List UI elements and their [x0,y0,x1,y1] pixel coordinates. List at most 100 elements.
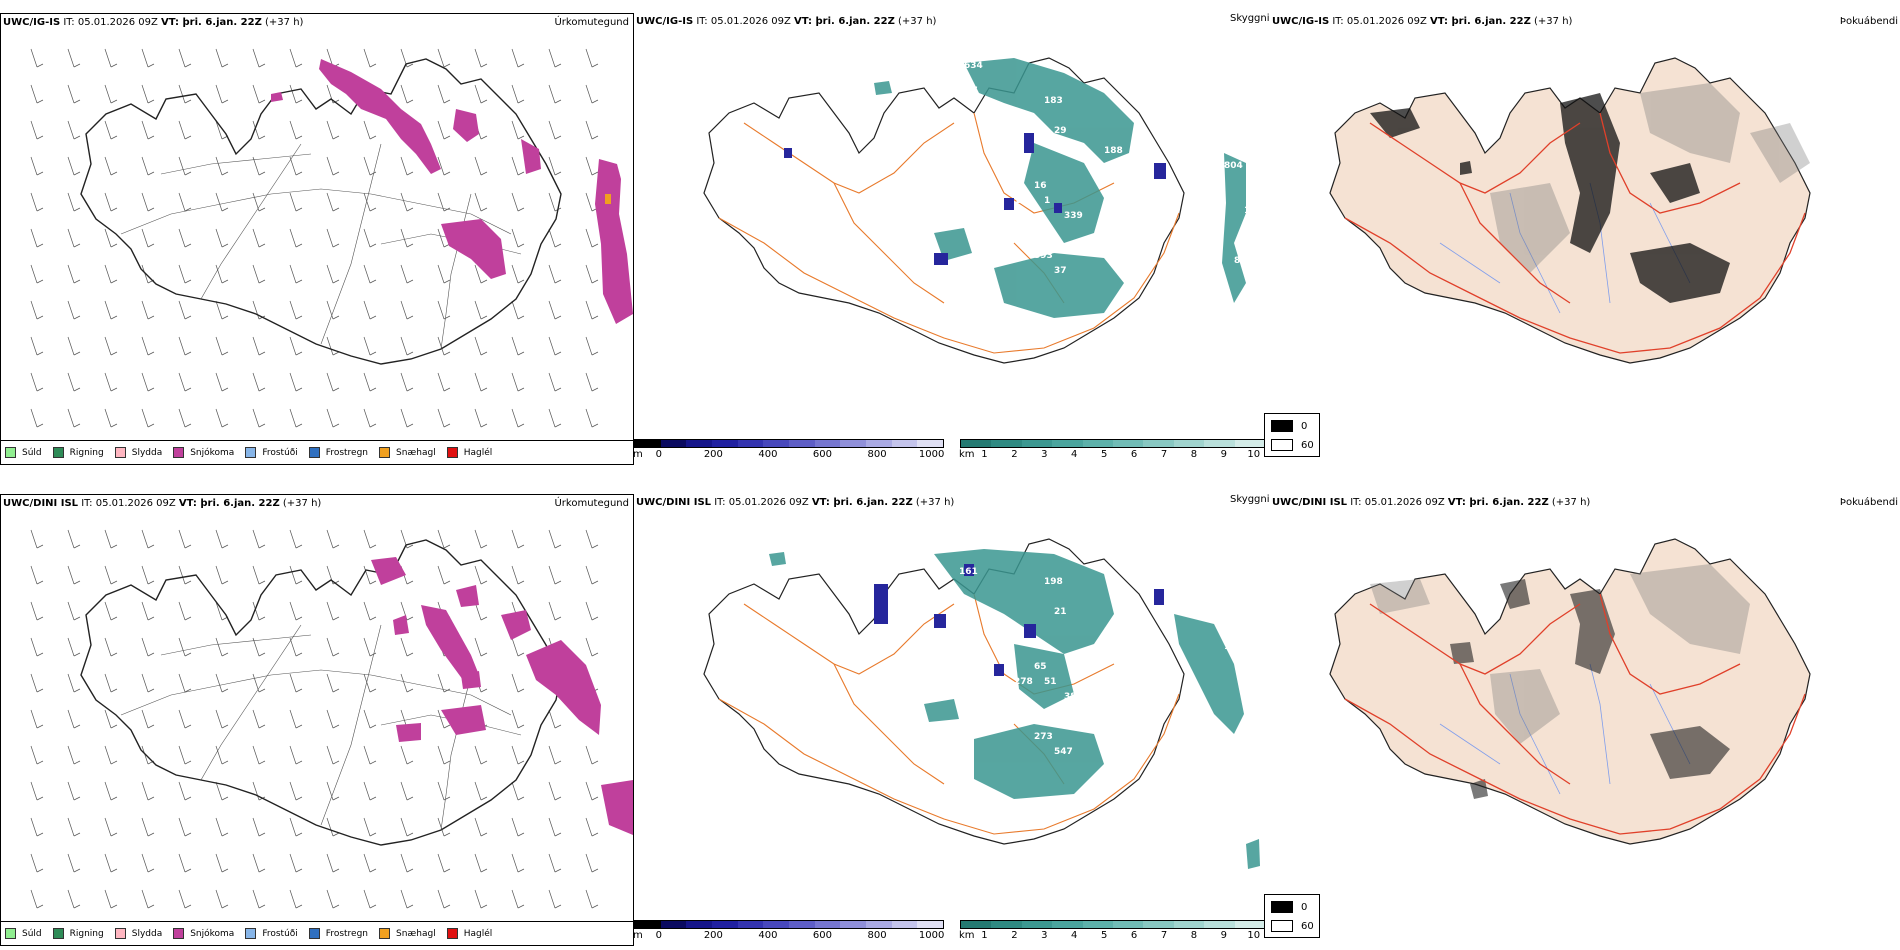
wind-barb [511,565,525,585]
ceiling-value-label: 18 [994,166,1007,176]
colorbar-cell [917,921,944,928]
wind-barb [289,637,303,657]
visibility-colorbar: 1 2 3 4 5 6 7 8 9 10 km [959,439,1266,460]
wind-barb [252,709,266,729]
wind-barb [141,84,155,104]
wind-barb [215,372,229,392]
ceiling-value-label: 892 [1234,256,1253,266]
wind-barb [215,529,229,549]
wind-barb [400,637,414,657]
wind-barb [141,637,155,657]
wind-barb [215,192,229,212]
legend-item-snjokoma: Snjókoma [173,447,234,458]
wind-barb [252,817,266,837]
wind-barb [104,673,118,693]
wind-barb [67,745,81,765]
wind-barb [30,673,44,693]
wind-barb [67,264,81,284]
wind-barb [585,637,599,657]
wind-barb [252,601,266,621]
wind-barb [104,372,118,392]
colorbar-cell [1021,440,1053,447]
colorbar-tick: 1 [981,449,988,460]
wind-barb [548,853,562,873]
wind-barb [585,817,599,837]
wind-barb [178,408,192,428]
wind-barbs [30,48,599,428]
wind-barb [67,637,81,657]
wind-barb [585,781,599,801]
wind-barb [215,228,229,248]
wind-barb [289,408,303,428]
ceiling-value-label: 278 [1014,677,1033,687]
wind-barb [67,889,81,909]
legend-item-frostregn: Frostregn [308,447,368,458]
ceiling-value-label: 634 [964,61,983,71]
ceiling-value-label: 92 [799,131,812,141]
wind-barb [585,565,599,585]
colorbar-tick: 7 [1160,449,1168,460]
colorbar-cell [1204,921,1235,928]
colorbar-cell [991,921,1022,928]
wind-barb [67,673,81,693]
wind-barb [474,300,488,320]
wind-barb [215,853,229,873]
wind-barb [511,264,525,284]
wind-barb [363,601,377,621]
wind-barb [141,817,155,837]
wind-barb [437,889,451,909]
wind-barb [67,781,81,801]
valid-label: VT: [161,17,180,28]
wind-barb [252,264,266,284]
colorbar-tick: 800 [867,449,887,460]
wind-barb [30,889,44,909]
colorbar-tick: 3 [1041,449,1048,460]
wind-barb [178,192,192,212]
wind-barb [400,336,414,356]
wind-barb [104,745,118,765]
wind-barb [326,336,340,356]
wind-barb [67,817,81,837]
wind-barb [363,529,377,549]
fog-light-shading [1370,564,1750,744]
panel-header: UWC/DINI ISL IT: 05.01.2026 09Z VT: þri.… [1272,497,1591,508]
ceiling-value-label: 16 [1139,687,1152,697]
ceiling-visibility-panel: UWC/DINI ISL IT: 05.01.2026 09Z VT: þri.… [633,494,1270,946]
colorbar-cell [789,921,815,928]
wind-barb [30,120,44,140]
wind-barb [511,889,525,909]
wind-barb [215,565,229,585]
wind-barb [30,853,44,873]
wind-barb [363,853,377,873]
colorbar-tick: 10 [1247,930,1261,941]
wind-barb [30,300,44,320]
ceiling-value-label: 295 [1104,627,1123,637]
colorbar-tick: 5 [1100,449,1108,460]
precip-panel-title: Úrkomutegund [554,17,629,28]
wind-barb [141,372,155,392]
wind-barb [141,300,155,320]
precip-type-panel: UWC/DINI ISL IT: 05.01.2026 09Z VT: þri.… [0,494,634,946]
colorbar-cell [814,921,841,928]
wind-barb [178,120,192,140]
wind-barb [141,709,155,729]
wind-barb [289,709,303,729]
wind-barb [67,853,81,873]
wind-barb [511,709,525,729]
wind-barb [400,853,414,873]
wind-barb [363,48,377,68]
wind-barb [104,120,118,140]
wind-barb [326,529,340,549]
wind-barb [30,372,44,392]
wind-barb [363,817,377,837]
wind-barb [511,745,525,765]
fog-legend-clear: 60 [1271,439,1314,451]
wind-barb [289,565,303,585]
ceiling-value-label: 1 [1014,146,1020,156]
wind-barb [437,48,451,68]
wind-barb [585,372,599,392]
wind-barb [104,853,118,873]
wind-barb [585,156,599,176]
colorbar-cell [1173,921,1205,928]
